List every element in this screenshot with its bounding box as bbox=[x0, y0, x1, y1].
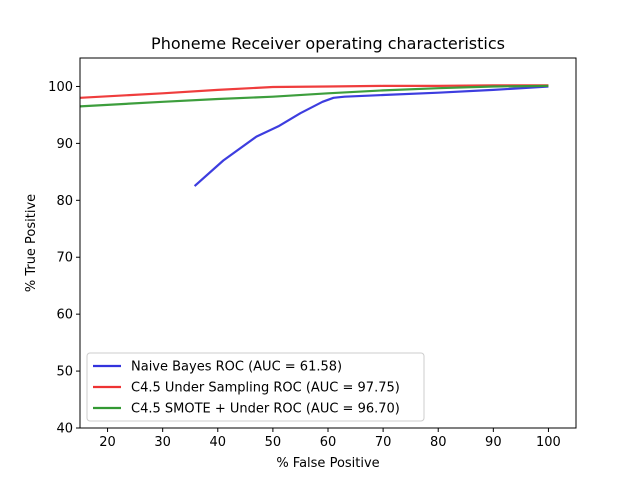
y-tick-label: 100 bbox=[48, 80, 73, 95]
series-line-1 bbox=[79, 84, 549, 99]
x-tick-label: 60 bbox=[320, 435, 337, 450]
y-axis: 40 50 60 70 80 90 100 bbox=[48, 80, 80, 437]
y-tick-label: 40 bbox=[56, 422, 73, 437]
x-tick-label: 90 bbox=[485, 435, 502, 450]
x-tick-label: 70 bbox=[375, 435, 392, 450]
plot-area bbox=[79, 84, 549, 187]
x-tick-label: 40 bbox=[210, 435, 227, 450]
legend-label-1: C4.5 Under Sampling ROC (AUC = 97.75) bbox=[131, 381, 400, 396]
series-line-2 bbox=[79, 84, 549, 108]
x-axis-label: % False Positive bbox=[276, 456, 379, 471]
x-tick-label: 20 bbox=[99, 435, 116, 450]
legend-label-2: C4.5 SMOTE + Under ROC (AUC = 96.70) bbox=[131, 402, 400, 417]
y-tick-label: 70 bbox=[56, 251, 73, 266]
x-tick-label: 30 bbox=[154, 435, 171, 450]
y-axis-label: % True Positive bbox=[24, 194, 39, 292]
chart-title: Phoneme Receiver operating characteristi… bbox=[151, 34, 505, 53]
y-tick-label: 80 bbox=[56, 194, 73, 209]
series-line-0 bbox=[193, 85, 549, 187]
legend-label-0: Naive Bayes ROC (AUC = 61.58) bbox=[131, 360, 342, 375]
legend: Naive Bayes ROC (AUC = 61.58) C4.5 Under … bbox=[86, 352, 425, 422]
y-tick-label: 60 bbox=[56, 308, 73, 323]
legend-box bbox=[86, 352, 425, 422]
x-tick-label: 80 bbox=[430, 435, 447, 450]
x-tick-label: 50 bbox=[265, 435, 282, 450]
y-tick-label: 90 bbox=[56, 137, 73, 152]
x-axis: 20 30 40 50 60 70 80 90 100 bbox=[99, 428, 561, 450]
x-tick-label: 100 bbox=[536, 435, 561, 450]
y-tick-label: 50 bbox=[56, 365, 73, 380]
